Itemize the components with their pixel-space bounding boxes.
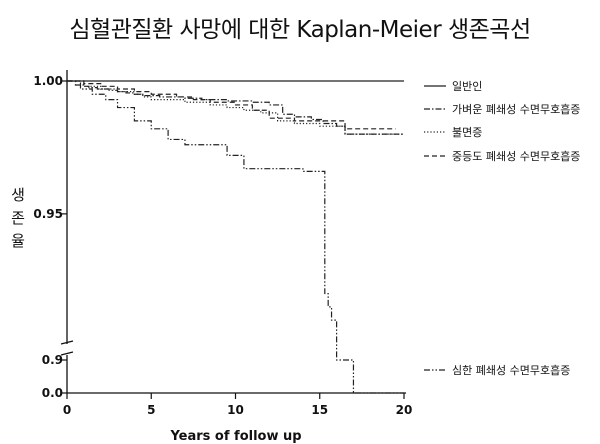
legend-label: 불면증: [452, 126, 482, 139]
y-tick-label: 0.9: [42, 353, 63, 367]
x-axis-title: Years of follow up: [169, 429, 301, 444]
y-tick-label: 0.0: [42, 386, 63, 400]
axes: 0 5 10 15 20 0.0 0.9 0.95 1.00: [33, 70, 412, 417]
series-layer: [67, 80, 404, 394]
legend-label: 심한 폐쇄성 수면무호흡증: [452, 363, 570, 377]
x-tick-label: 20: [396, 403, 413, 417]
x-tick-label: 5: [147, 403, 155, 417]
legend-label: 가벼운 폐쇄성 수면무호흡증: [452, 102, 580, 116]
series-line: [67, 80, 396, 130]
chart-title: 심혈관질환 사망에 대한 Kaplan-Meier 생존곡선: [69, 17, 531, 43]
axis-break-mark: [60, 351, 74, 356]
y-tick-label: 1.00: [33, 74, 63, 88]
series-line: [67, 80, 404, 394]
x-tick-label: 0: [63, 403, 71, 417]
x-tick-label: 15: [311, 403, 328, 417]
x-tick-label: 10: [227, 403, 244, 417]
legend-label: 중등도 폐쇄성 수면무호흡증: [452, 149, 580, 163]
series-line: [67, 80, 404, 135]
axis-break-mark: [60, 340, 74, 345]
legend-label: 일반인: [452, 79, 482, 93]
series-line: [67, 80, 404, 135]
y-tick-label: 0.95: [33, 207, 63, 221]
